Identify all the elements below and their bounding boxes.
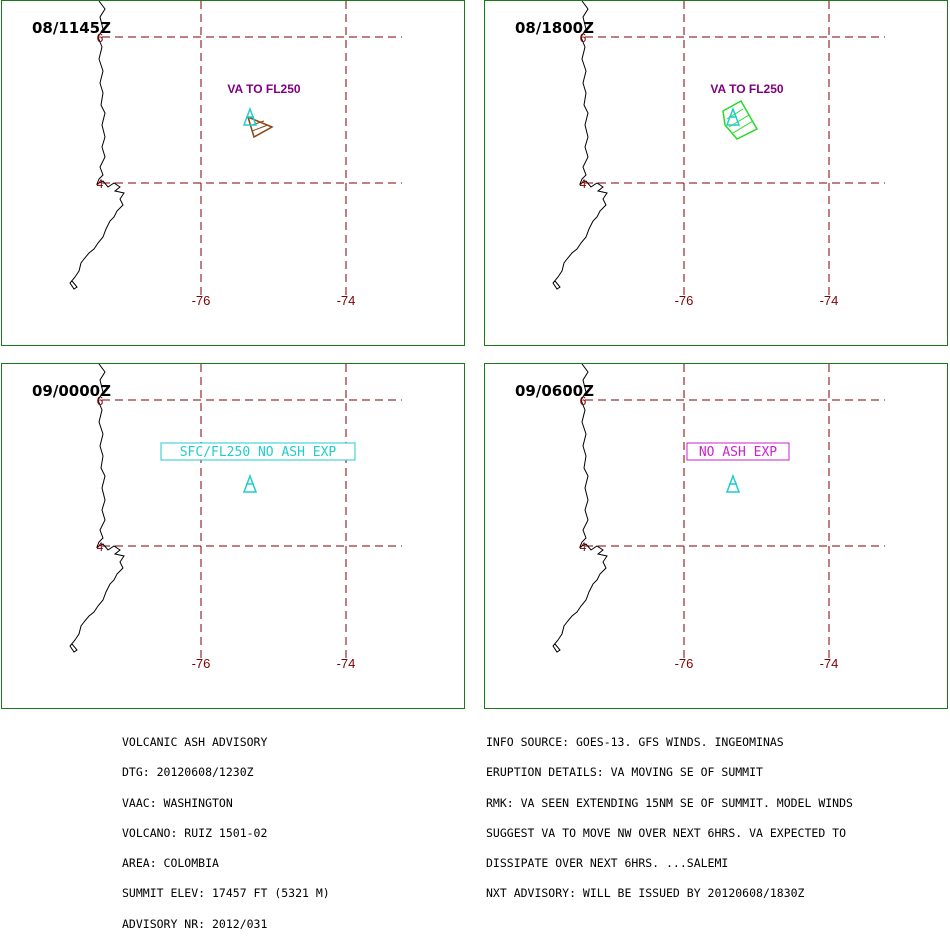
lat-lon-grid	[585, 1, 885, 297]
va-label-text: VA TO FL250	[227, 82, 300, 96]
lat-label: 4	[97, 540, 104, 554]
ash-polygon	[246, 115, 274, 139]
volcano-icon	[725, 473, 741, 493]
advisory-line: SUMMIT ELEV: 17457 FT (5321 M)	[122, 886, 330, 901]
coastline-path	[552, 364, 608, 653]
grid-labels: -76 -74 6 4	[580, 31, 839, 308]
grid-labels: -76 -74 6 4	[97, 31, 356, 308]
volcano-icon	[242, 473, 258, 493]
advisory-line: VOLCANIC ASH ADVISORY	[122, 735, 268, 749]
lon-label: -76	[675, 293, 694, 308]
advisory-line: DISSIPATE OVER NEXT 6HRS. ...SALEMI	[486, 856, 729, 871]
lat-label: 4	[580, 177, 587, 191]
lon-label: -76	[192, 656, 211, 671]
va-label: VA TO FL250	[227, 82, 300, 96]
coastline	[552, 364, 608, 653]
coastline	[552, 1, 608, 290]
coastline-path	[69, 364, 125, 653]
lat-label: 4	[580, 540, 587, 554]
va-label-box	[160, 442, 356, 461]
advisory-line: DTG: 20120608/1230Z	[122, 765, 254, 780]
lon-label: -74	[337, 293, 356, 308]
lat-lon-grid	[102, 1, 402, 297]
valid-time: 08/1800Z	[515, 19, 594, 37]
volcano-symbol	[725, 106, 741, 126]
ash-polygon	[722, 99, 759, 140]
advisory-line: AREA: COLOMBIA	[122, 856, 219, 871]
map-panel-3: -76 -74 6 4 SFC/FL250 NO ASH EXP 09/0000Z	[1, 363, 465, 709]
lat-label: 6	[580, 394, 587, 408]
coastline-path	[552, 1, 608, 290]
map-canvas: -76 -74 6 4 NO ASH EXP	[552, 364, 885, 671]
lat-label: 6	[97, 31, 104, 45]
advisory-line: VOLCANO: RUIZ 1501-02	[122, 825, 268, 840]
valid-time: 09/0600Z	[515, 382, 594, 400]
lat-label: 4	[97, 177, 104, 191]
map-panel-2: -76 -74 6 4 VA TO FL250 08/1800Z	[484, 0, 948, 346]
lat-label: 6	[580, 31, 587, 45]
va-label-text: SFC/FL250 NO ASH EXP	[180, 445, 337, 460]
va-label: SFC/FL250 NO ASH EXP	[160, 442, 356, 461]
advisory-line: ERUPTION DETAILS: VA MOVING SE OF SUMMIT	[486, 765, 763, 780]
va-label: VA TO FL250	[710, 82, 783, 96]
map-canvas: -76 -74 6 4 VA TO FL250	[69, 1, 402, 308]
va-label-text: NO ASH EXP	[699, 445, 777, 460]
va-label-box	[686, 442, 790, 461]
map-canvas: -76 -74 6 4 VA TO FL250	[552, 1, 885, 308]
coastline	[69, 364, 125, 653]
volcano-icon	[242, 106, 258, 126]
coastline-path	[69, 1, 125, 290]
grid-labels: -76 -74 6 4	[580, 394, 839, 671]
lat-label: 6	[97, 394, 104, 408]
va-label-text: VA TO FL250	[710, 82, 783, 96]
advisory-details: INFO SOURCE: GOES-13. GFS WINDS. INGEOMI…	[486, 717, 853, 909]
lon-label: -76	[675, 656, 694, 671]
lon-label: -74	[820, 293, 839, 308]
lat-lon-grid	[585, 364, 885, 660]
coastline	[69, 1, 125, 290]
advisory-line: ADVISORY NR: 2012/031	[122, 916, 268, 931]
volcano-symbol	[242, 473, 258, 493]
va-label: NO ASH EXP	[686, 442, 790, 461]
advisory-line: VAAC: WASHINGTON	[122, 795, 233, 810]
volcano-symbol	[242, 106, 258, 126]
lon-label: -74	[337, 656, 356, 671]
ash-cloud	[246, 115, 274, 139]
advisory-line: NXT ADVISORY: WILL BE ISSUED BY 20120608…	[486, 886, 805, 901]
advisory-header: VOLCANIC ASH ADVISORY DTG: 20120608/1230…	[122, 717, 330, 939]
lon-label: -76	[192, 293, 211, 308]
advisory-line: SUGGEST VA TO MOVE NW OVER NEXT 6HRS. VA…	[486, 825, 847, 840]
advisory-line: INFO SOURCE: GOES-13. GFS WINDS. INGEOMI…	[486, 735, 784, 749]
grid-labels: -76 -74 6 4	[97, 394, 356, 671]
valid-time: 09/0000Z	[32, 382, 111, 400]
advisory-line: RMK: VA SEEN EXTENDING 15NM SE OF SUMMIT…	[486, 795, 853, 810]
valid-time: 08/1145Z	[32, 19, 111, 37]
lat-lon-grid	[102, 364, 402, 660]
map-canvas: -76 -74 6 4 SFC/FL250 NO ASH EXP	[69, 364, 402, 671]
volcano-symbol	[725, 473, 741, 493]
lon-label: -74	[820, 656, 839, 671]
map-panel-4: -76 -74 6 4 NO ASH EXP 09/0600Z	[484, 363, 948, 709]
map-panel-1: -76 -74 6 4 VA TO FL250 08/1145Z	[1, 0, 465, 346]
volcano-icon	[725, 106, 741, 126]
